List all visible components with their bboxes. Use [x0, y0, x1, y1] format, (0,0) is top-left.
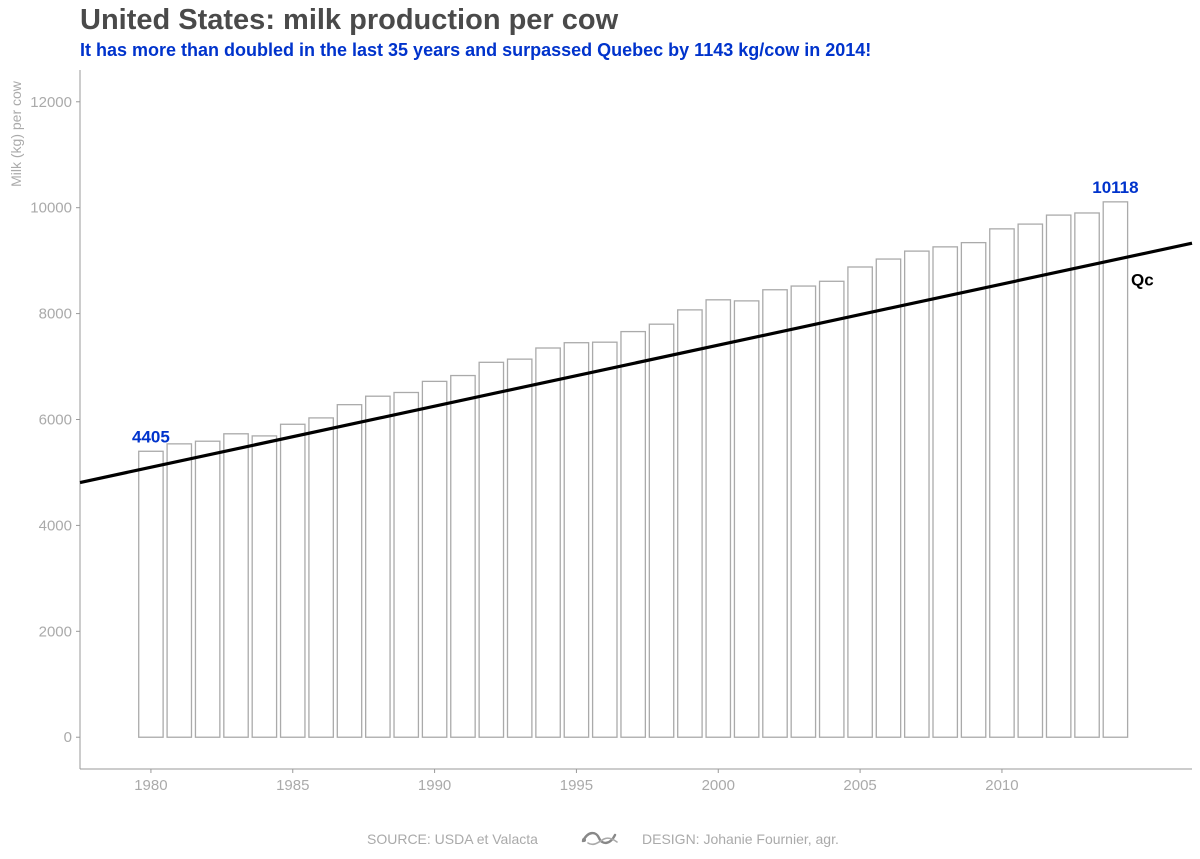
bar: [903, 250, 930, 738]
bar: [960, 241, 987, 738]
bar: [875, 258, 902, 738]
footer: SOURCE: USDA et Valacta DESIGN: Johanie …: [0, 829, 1200, 849]
bar: [506, 358, 533, 738]
source-credit: SOURCE: USDA et Valacta: [367, 831, 538, 847]
x-tick-label: 2000: [702, 777, 735, 794]
y-tick-label: 0: [64, 729, 72, 746]
quebec-line-label: Qc: [1131, 271, 1154, 290]
x-tick-label: 2005: [843, 777, 876, 794]
bar: [450, 374, 476, 738]
y-tick-label: 12000: [30, 94, 72, 111]
bar: [677, 309, 703, 738]
data-label: 10118: [1092, 178, 1138, 197]
bar: [563, 342, 590, 738]
x-tick-label: 2010: [985, 777, 1018, 794]
bar: [393, 391, 420, 738]
bar: [1017, 223, 1044, 738]
bar: [478, 361, 505, 738]
x-tick-label: 1990: [418, 777, 451, 794]
bar: [648, 323, 675, 738]
y-tick-label: 10000: [30, 200, 72, 217]
bar: [620, 330, 647, 738]
bar: [138, 450, 164, 738]
data-label: 4405: [132, 427, 170, 446]
bar: [1102, 201, 1129, 738]
bar: [932, 246, 959, 738]
bar: [1045, 214, 1072, 738]
bar: [223, 433, 249, 738]
x-tick-label: 1980: [134, 777, 167, 794]
bar: [733, 300, 760, 738]
y-tick-label: 4000: [39, 517, 72, 534]
bar: [705, 299, 732, 738]
design-credit: DESIGN: Johanie Fournier, agr.: [642, 831, 839, 847]
y-tick-label: 8000: [39, 306, 72, 323]
bar: [279, 423, 306, 738]
bar: [365, 395, 391, 738]
bar: [989, 228, 1015, 738]
bar: [194, 440, 221, 738]
bar: [535, 347, 561, 738]
bar: [421, 380, 448, 738]
chart-subtitle: It has more than doubled in the last 35 …: [80, 40, 872, 60]
bar: [251, 435, 278, 738]
y-tick-label: 6000: [39, 412, 72, 429]
bar: [762, 289, 788, 738]
y-tick-label: 2000: [39, 623, 72, 640]
bar: [847, 266, 873, 738]
x-tick-label: 1995: [560, 777, 593, 794]
bar: [818, 280, 845, 738]
bar: [308, 417, 334, 738]
bar: [591, 341, 618, 738]
bar: [166, 443, 193, 738]
bar: [1074, 212, 1100, 738]
bar: [790, 285, 817, 738]
quebec-trend-line: [79, 241, 1193, 485]
swirl-logo-icon: [581, 831, 618, 846]
bar: [336, 404, 363, 738]
chart-title: United States: milk production per cow: [80, 4, 619, 36]
x-tick-label: 1985: [276, 777, 309, 794]
